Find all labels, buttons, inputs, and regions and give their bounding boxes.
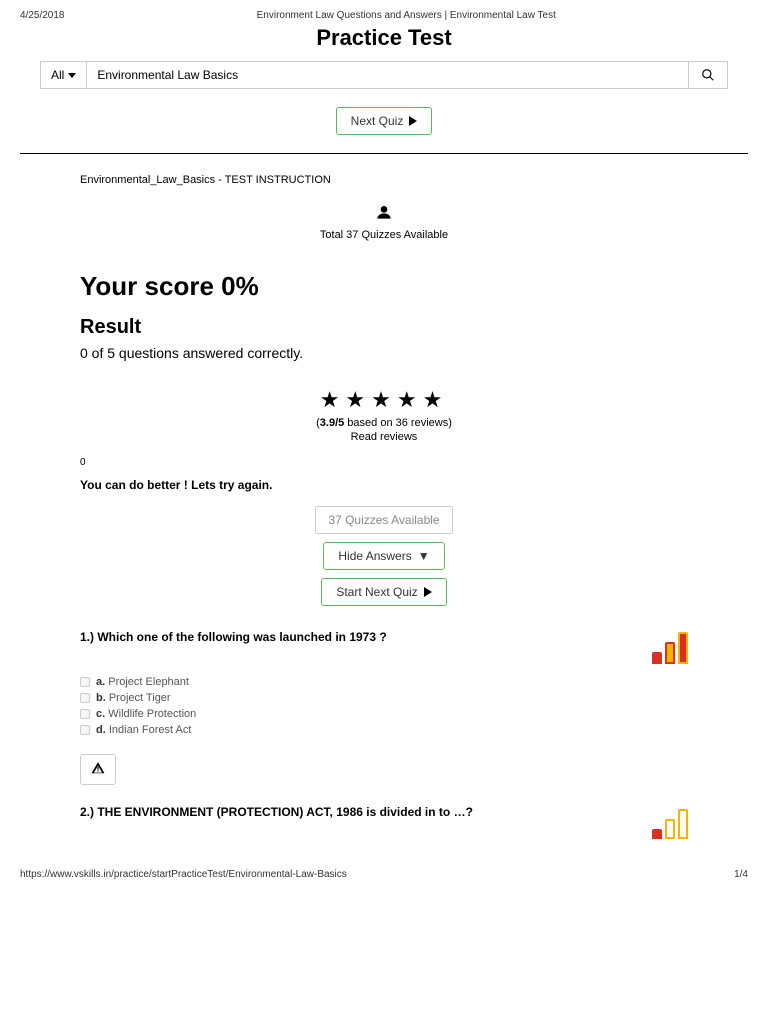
checkbox-icon bbox=[80, 725, 90, 735]
next-quiz-button[interactable]: Next Quiz bbox=[336, 107, 433, 135]
header-date: 4/25/2018 bbox=[20, 10, 65, 21]
divider bbox=[20, 153, 748, 154]
question-1: 1.) Which one of the following was launc… bbox=[80, 630, 688, 664]
page-title: Practice Test bbox=[20, 25, 748, 51]
zero-label: 0 bbox=[80, 457, 688, 468]
option-b[interactable]: b. Project Tiger bbox=[80, 692, 688, 704]
print-header: 4/25/2018 Environment Law Questions and … bbox=[20, 10, 748, 21]
option-a[interactable]: a. Project Elephant bbox=[80, 676, 688, 688]
search-button[interactable] bbox=[689, 61, 728, 89]
filter-all-label: All bbox=[51, 68, 64, 82]
stats-bars-icon bbox=[652, 805, 688, 839]
result-text: 0 of 5 questions answered correctly. bbox=[80, 345, 688, 361]
caret-down-icon: ▼ bbox=[418, 549, 430, 563]
question-2-text: 2.) THE ENVIRONMENT (PROTECTION) ACT, 19… bbox=[80, 805, 652, 819]
footer-url: https://www.vskills.in/practice/startPra… bbox=[20, 869, 347, 880]
print-footer: https://www.vskills.in/practice/startPra… bbox=[20, 869, 748, 880]
footer-page: 1/4 bbox=[734, 869, 748, 880]
caret-down-icon bbox=[68, 73, 76, 78]
option-d[interactable]: d. Indian Forest Act bbox=[80, 724, 688, 736]
search-bar: All bbox=[40, 61, 728, 89]
hide-answers-button[interactable]: Hide Answers ▼ bbox=[323, 542, 444, 570]
stats-bars-icon bbox=[652, 630, 688, 664]
rating-text: (3.9/5 based on 36 reviews) bbox=[80, 417, 688, 429]
score-heading: Your score 0% bbox=[80, 271, 688, 302]
hide-answers-label: Hide Answers bbox=[338, 549, 411, 563]
checkbox-icon bbox=[80, 693, 90, 703]
result-heading: Result bbox=[80, 316, 688, 339]
test-instruction: Environmental_Law_Basics - TEST INSTRUCT… bbox=[80, 174, 688, 186]
read-reviews-link[interactable]: Read reviews bbox=[80, 431, 688, 443]
warning-icon bbox=[91, 761, 105, 775]
question-1-options: a. Project Elephant b. Project Tiger c. … bbox=[80, 676, 688, 736]
checkbox-icon bbox=[80, 709, 90, 719]
option-c[interactable]: c. Wildlife Protection bbox=[80, 708, 688, 720]
question-1-text: 1.) Which one of the following was launc… bbox=[80, 630, 652, 644]
play-icon bbox=[424, 587, 432, 597]
next-quiz-label: Next Quiz bbox=[351, 114, 404, 128]
user-icon bbox=[80, 204, 688, 225]
start-next-quiz-button[interactable]: Start Next Quiz bbox=[321, 578, 446, 606]
encouragement-text: You can do better ! Lets try again. bbox=[80, 478, 688, 492]
filter-all-dropdown[interactable]: All bbox=[40, 61, 87, 89]
question-2: 2.) THE ENVIRONMENT (PROTECTION) ACT, 19… bbox=[80, 805, 688, 839]
star-rating[interactable]: ★★★★★ bbox=[80, 387, 688, 413]
start-next-label: Start Next Quiz bbox=[336, 585, 417, 599]
header-title: Environment Law Questions and Answers | … bbox=[257, 10, 556, 21]
search-icon bbox=[701, 68, 715, 82]
warning-button[interactable] bbox=[80, 754, 116, 785]
quizzes-available-button[interactable]: 37 Quizzes Available bbox=[315, 506, 452, 534]
search-input[interactable] bbox=[87, 61, 689, 89]
checkbox-icon bbox=[80, 677, 90, 687]
total-quizzes-text: Total 37 Quizzes Available bbox=[80, 229, 688, 241]
play-icon bbox=[409, 116, 417, 126]
